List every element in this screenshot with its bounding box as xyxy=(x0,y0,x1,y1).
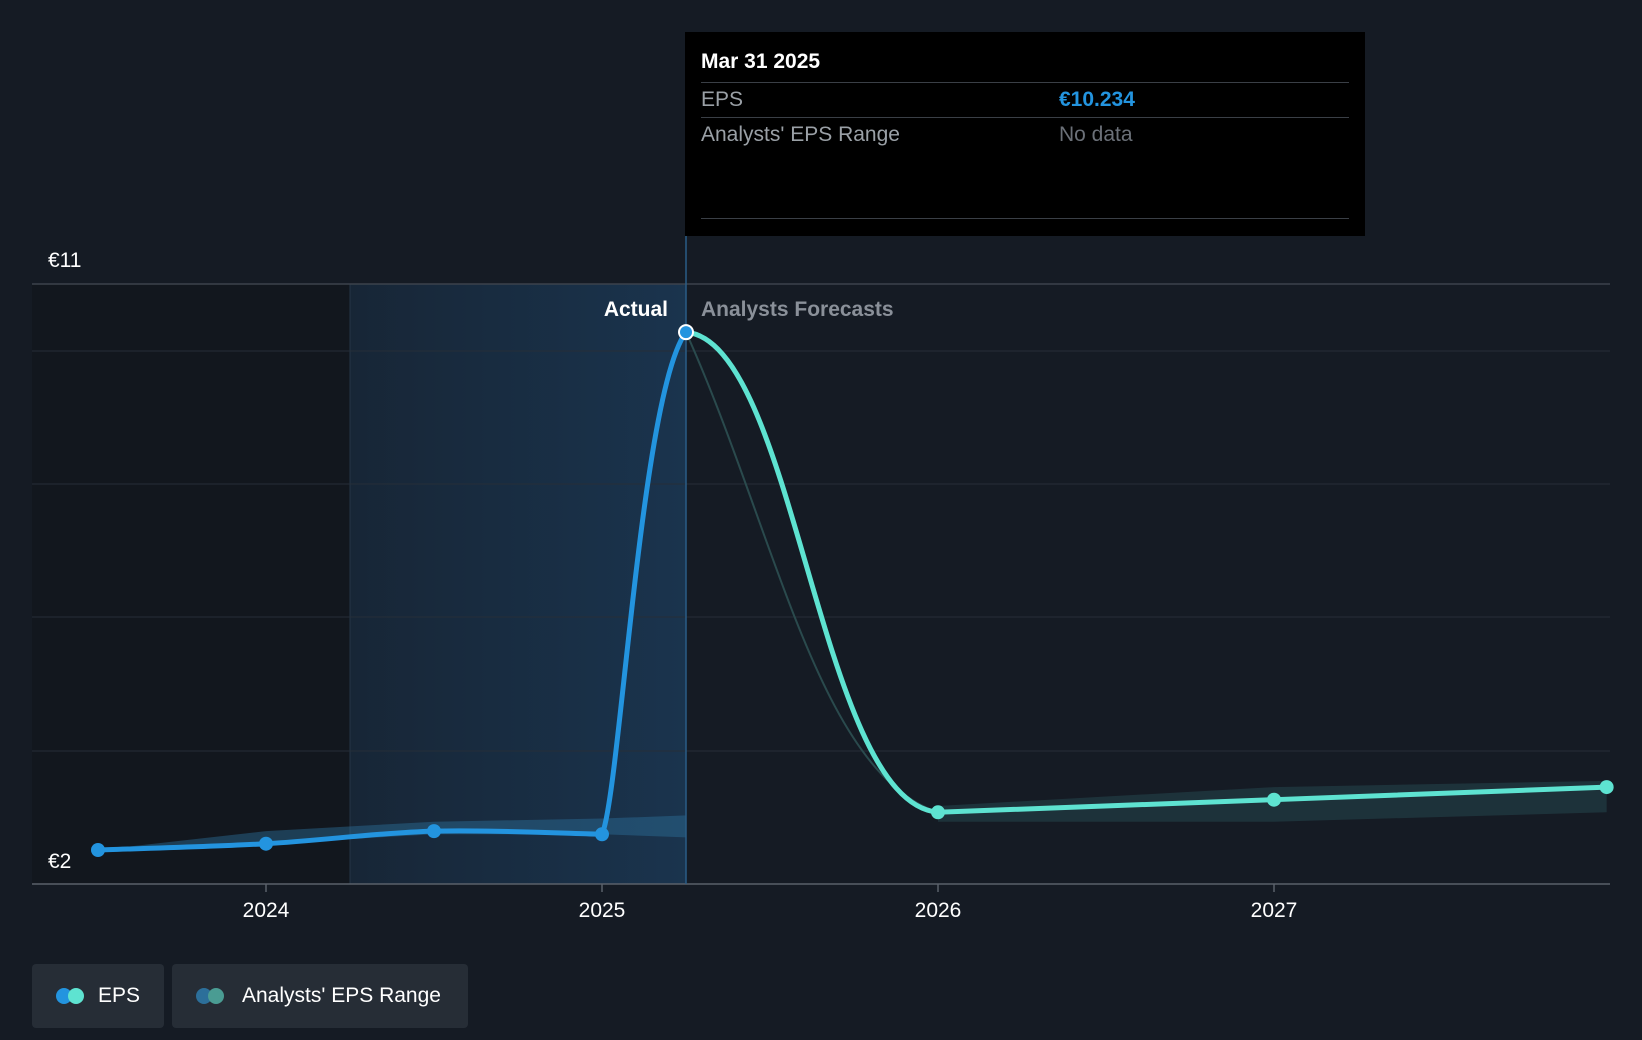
eps-range-forecast-dot xyxy=(208,988,224,1004)
eps-range-forecast-edge xyxy=(685,331,939,814)
tooltip-eps-label: EPS xyxy=(701,88,744,111)
eps-actual-point xyxy=(427,824,441,839)
actual-region-shade xyxy=(350,284,686,884)
eps-actual-point xyxy=(91,843,105,857)
eps-forecast-dot xyxy=(68,988,84,1004)
tooltip-eps-value: €10.234 xyxy=(1059,88,1135,111)
gridlines xyxy=(32,283,1610,885)
x-axis-tick-label: 2026 xyxy=(915,899,962,922)
y-axis-bottom-label: €2 xyxy=(48,850,71,873)
eps-hover-point xyxy=(678,324,694,341)
forecast-region-label: Analysts Forecasts xyxy=(701,298,894,321)
eps-range-legend-icon xyxy=(196,987,226,1005)
eps-actual-point xyxy=(595,827,609,842)
tooltip-range-value: No data xyxy=(1059,123,1133,146)
legend-eps-range-label: Analysts' EPS Range xyxy=(242,984,441,1007)
legend-item-eps-range[interactable]: Analysts' EPS Range xyxy=(172,964,468,1028)
x-axis-tick-label: 2025 xyxy=(579,899,626,922)
legend-item-eps[interactable]: EPS xyxy=(32,964,164,1028)
x-axis-tick-label: 2027 xyxy=(1251,899,1298,922)
tooltip-row-range: Analysts' EPS Range No data xyxy=(701,117,1349,152)
eps-legend-icon xyxy=(56,987,84,1005)
eps-lines xyxy=(95,329,1610,853)
eps-actual-point xyxy=(259,836,273,851)
eps-forecast-point xyxy=(1267,792,1281,807)
axis-labels: €11 €2 2024 2025 2026 2027 xyxy=(48,249,1297,922)
hover-tooltip: Mar 31 2025 EPS €10.234 Analysts' EPS Ra… xyxy=(685,32,1365,236)
actual-region-label: Actual xyxy=(604,298,668,321)
eps-forecast-point xyxy=(931,805,945,820)
tooltip-range-label: Analysts' EPS Range xyxy=(701,123,900,146)
tooltip-date: Mar 31 2025 xyxy=(701,50,821,73)
legend-eps-label: EPS xyxy=(97,984,140,1007)
tooltip-divider xyxy=(701,218,1349,219)
eps-forecast-point xyxy=(1599,780,1614,795)
tooltip-row-eps: EPS €10.234 xyxy=(701,82,1349,117)
eps-forecast-line xyxy=(683,329,1610,815)
past-region-shade xyxy=(32,284,350,884)
eps-actual-line xyxy=(95,329,689,853)
eps-points xyxy=(91,324,1614,857)
x-axis-tick-label: 2024 xyxy=(243,899,290,922)
y-axis-top-label: €11 xyxy=(48,249,81,272)
